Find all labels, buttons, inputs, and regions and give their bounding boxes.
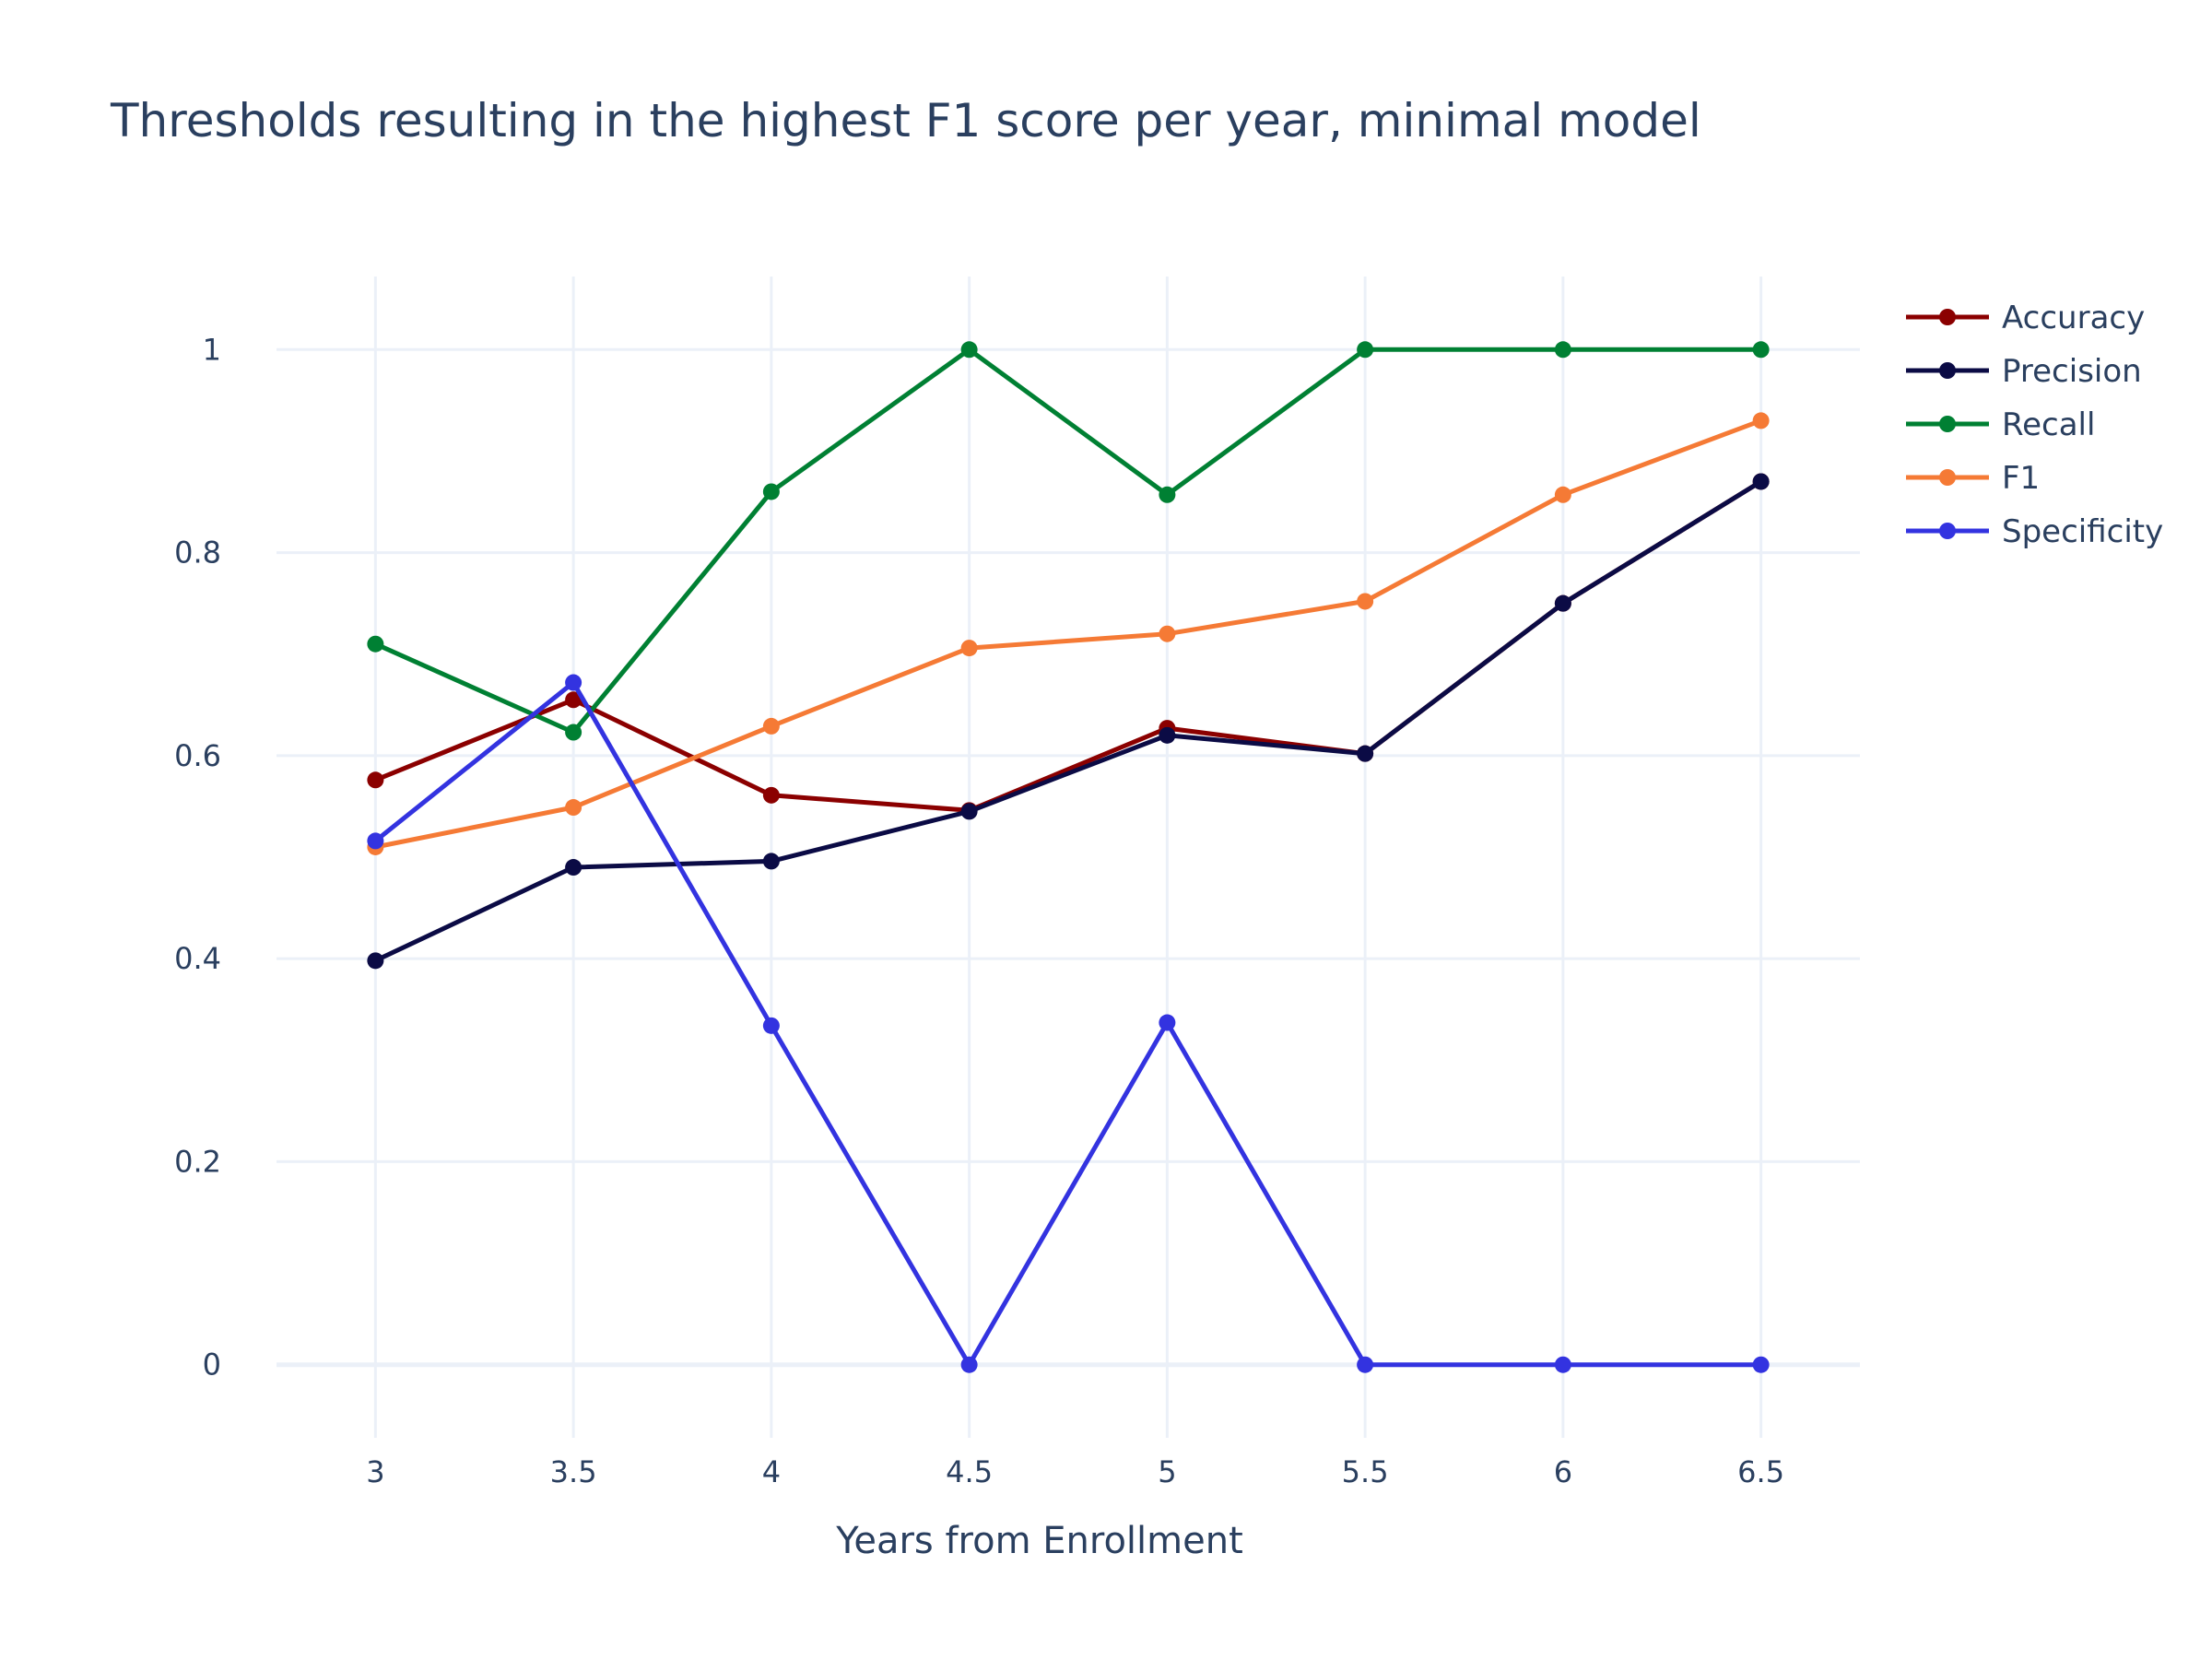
legend-item-recall[interactable]: Recall [1906, 406, 2095, 443]
data-point [1357, 341, 1374, 359]
data-point [1554, 594, 1571, 612]
x-tick-label: 5.5 [1342, 1454, 1389, 1489]
data-point [565, 691, 582, 709]
data-point [565, 674, 582, 691]
legend-swatch-marker [1939, 362, 1956, 379]
legend-item-specificity[interactable]: Specificity [1906, 513, 2163, 550]
data-point [565, 724, 582, 741]
x-tick-label: 3 [366, 1454, 384, 1489]
legend-swatch-marker [1939, 469, 1956, 486]
x-tick-label: 3.5 [550, 1454, 597, 1489]
data-point [1554, 341, 1571, 359]
data-point [367, 952, 384, 970]
data-point [960, 1356, 978, 1373]
data-point [1159, 625, 1176, 642]
series-f1 [367, 412, 1770, 855]
x-axis-title: Years from Enrollment [835, 1520, 1243, 1562]
series-precision [367, 473, 1770, 970]
series-specificity [367, 674, 1770, 1373]
legend-item-precision[interactable]: Precision [1906, 353, 2142, 390]
data-point [367, 635, 384, 653]
data-point [1752, 341, 1770, 359]
data-point [1752, 1356, 1770, 1373]
legend-label: F1 [2002, 460, 2040, 497]
series-line [372, 680, 1764, 1368]
y-tick-label: 0.6 [174, 738, 221, 773]
legend: Accuracy Precision Recall F1 Specificity [1906, 300, 2163, 550]
data-point [1159, 1014, 1176, 1031]
series-line [372, 418, 1764, 850]
data-point [565, 859, 582, 877]
data-point [1752, 473, 1770, 490]
grid [276, 276, 1860, 1438]
data-point [1752, 412, 1770, 429]
data-point [565, 799, 582, 817]
data-point [762, 717, 780, 735]
data-point [960, 341, 978, 359]
legend-label: Accuracy [2002, 300, 2145, 336]
series-line [372, 347, 1764, 735]
y-tick-label: 0 [203, 1347, 221, 1382]
data-point [367, 771, 384, 789]
series-accuracy [367, 473, 1770, 819]
data-point [367, 832, 384, 850]
y-tick-label: 0.8 [174, 535, 221, 571]
data-point [762, 853, 780, 870]
series-recall [367, 341, 1770, 741]
data-point [1159, 726, 1176, 744]
data-point [762, 1017, 780, 1034]
legend-swatch-marker [1939, 523, 1956, 539]
y-tick-label: 0.4 [174, 941, 221, 976]
legend-label: Recall [2002, 406, 2095, 443]
data-point [960, 803, 978, 820]
plot-area [367, 341, 1770, 1373]
data-point [1357, 1356, 1374, 1373]
series-line [372, 479, 1764, 813]
data-point [1357, 593, 1374, 610]
legend-swatch-marker [1939, 309, 1956, 325]
legend-item-f1[interactable]: F1 [1906, 460, 2040, 497]
legend-label: Specificity [2002, 513, 2163, 550]
chart-title: Thresholds resulting in the highest F1 s… [110, 94, 1701, 147]
x-tick-label: 6.5 [1737, 1454, 1784, 1489]
legend-swatch-marker [1939, 416, 1956, 432]
y-tick-label: 1 [203, 332, 221, 367]
y-tick-label: 0.2 [174, 1144, 221, 1179]
y-axis: 0 0.2 0.4 0.6 0.8 1 [174, 332, 221, 1382]
x-tick-label: 4 [762, 1454, 781, 1489]
data-point [1554, 486, 1571, 503]
data-point [762, 786, 780, 804]
x-tick-label: 4.5 [946, 1454, 993, 1489]
series-line [372, 479, 1764, 963]
legend-label: Precision [2002, 353, 2142, 390]
data-point [1357, 745, 1374, 762]
x-axis: 3 3.5 4 4.5 5 5.5 6 6.5 [366, 1454, 1784, 1489]
x-tick-label: 5 [1158, 1454, 1176, 1489]
x-tick-label: 6 [1554, 1454, 1572, 1489]
legend-item-accuracy[interactable]: Accuracy [1906, 300, 2145, 336]
data-point [1159, 486, 1176, 503]
data-point [960, 640, 978, 657]
data-point [762, 483, 780, 500]
data-point [1554, 1356, 1571, 1373]
